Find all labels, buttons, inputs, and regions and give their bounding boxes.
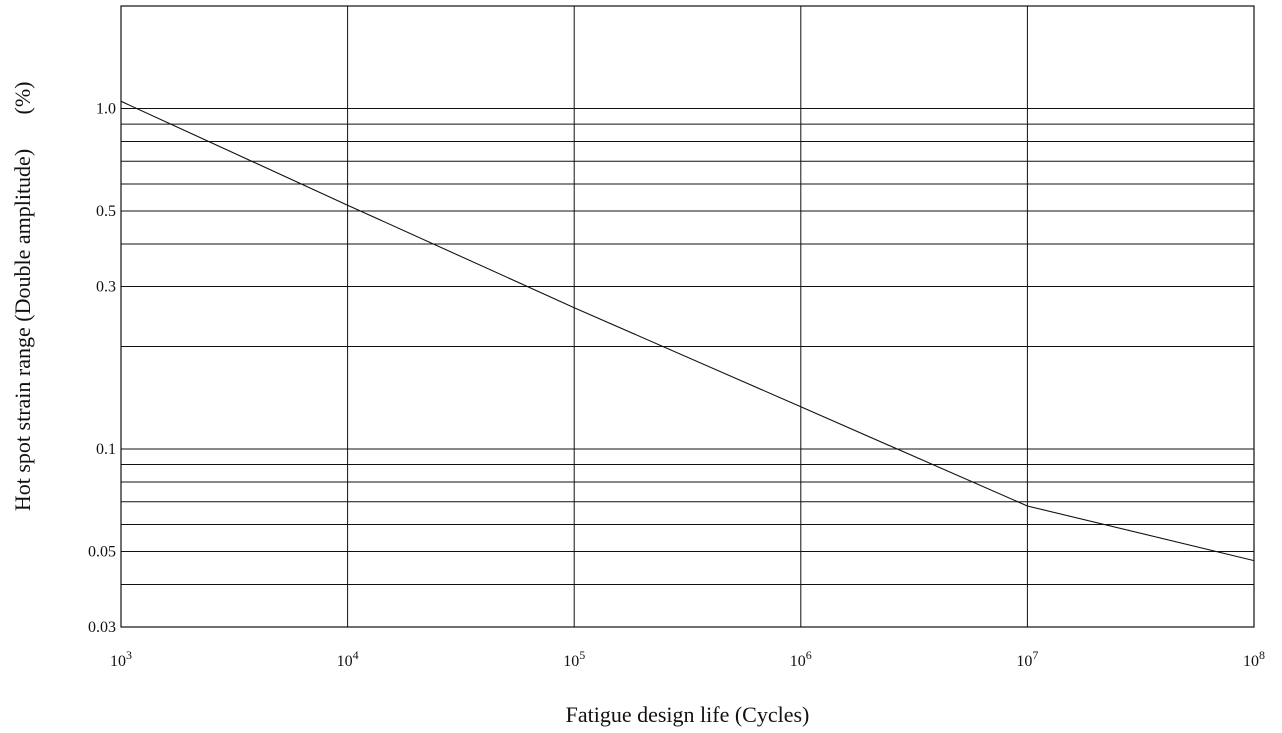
x-tick-label: 107 bbox=[1016, 648, 1038, 670]
y-axis-title: Hot spot strain range (Double amplitude) bbox=[10, 149, 35, 511]
y-tick-label: 1.0 bbox=[96, 100, 116, 117]
x-axis-title: Fatigue design life (Cycles) bbox=[566, 702, 810, 727]
y-tick-label: 0.3 bbox=[96, 279, 116, 296]
y-tick-label: 0.03 bbox=[88, 619, 116, 636]
x-tick-label: 106 bbox=[790, 648, 812, 670]
series-layer bbox=[120, 100, 1255, 562]
x-tick-label: 104 bbox=[337, 648, 359, 670]
x-tick-label: 108 bbox=[1243, 648, 1265, 670]
plot-frame bbox=[120, 5, 1255, 628]
y-axis-title-group: Hot spot strain range (Double amplitude)… bbox=[10, 82, 35, 512]
y-tick-label: 0.05 bbox=[88, 543, 116, 560]
x-tick-label: 103 bbox=[110, 648, 132, 670]
y-tick-label: 0.5 bbox=[96, 203, 116, 220]
y-tick-label: 0.1 bbox=[96, 441, 116, 458]
x-tick-labels: 103 104 105 106 107 108 bbox=[110, 648, 1265, 670]
sn-curve-line bbox=[120, 100, 1255, 562]
y-axis-unit: (%) bbox=[10, 82, 35, 115]
y-tick-labels: 1.0 0.5 0.3 0.1 0.05 0.03 bbox=[88, 100, 116, 636]
x-tick-label: 105 bbox=[563, 648, 585, 670]
grid-layer bbox=[120, 6, 1255, 627]
